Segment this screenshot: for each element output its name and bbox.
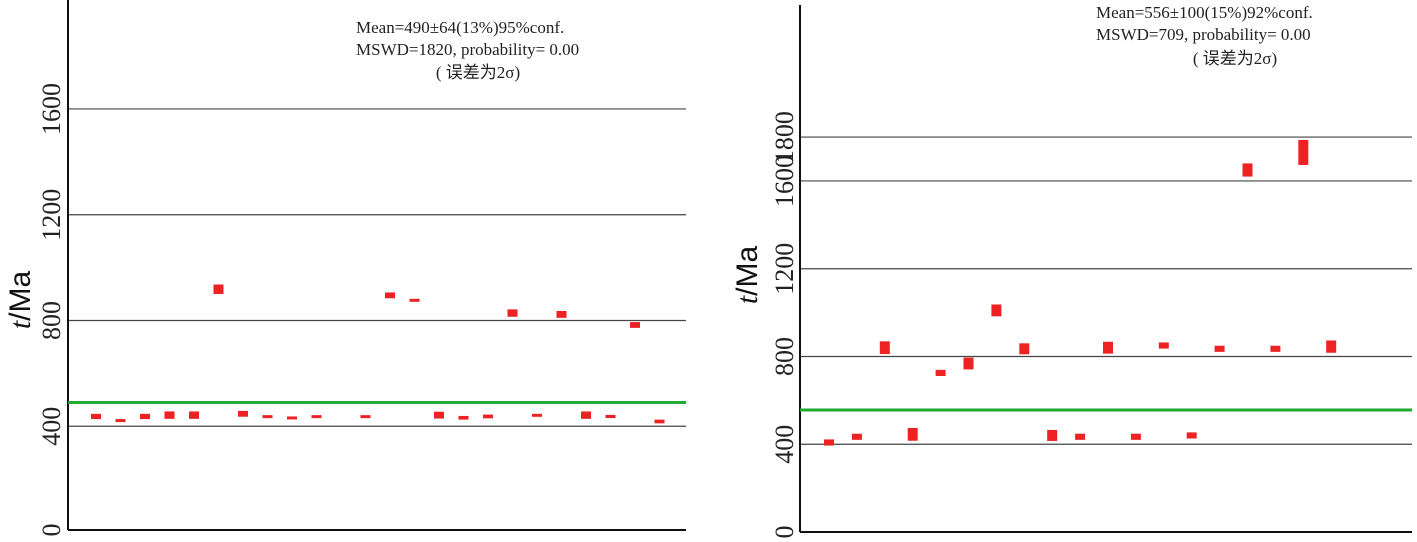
age-error-box	[140, 413, 150, 420]
stats-annotation-line: Mean=490±64(13%)95%conf.	[356, 18, 564, 37]
age-error-box	[935, 369, 946, 377]
y-tick-label: 1800	[770, 111, 799, 163]
age-error-box	[1130, 433, 1141, 440]
age-error-box	[115, 419, 126, 423]
age-error-box	[879, 341, 890, 355]
stats-annotation-line: MSWD=709, probability= 0.00	[1096, 25, 1311, 44]
age-error-box	[1103, 341, 1113, 354]
y-axis-label-symbol: t	[4, 320, 37, 329]
age-error-box	[1242, 163, 1253, 177]
y-axis-label-unit: /Ma	[731, 246, 764, 296]
y-tick-label: 400	[770, 425, 799, 464]
age-error-box	[581, 411, 591, 419]
age-error-box	[385, 292, 395, 299]
age-error-box	[1158, 342, 1169, 349]
stats-annotation-line: Mean=556±100(15%)92%conf.	[1096, 3, 1313, 22]
y-tick-label: 1200	[37, 189, 66, 241]
age-error-box	[262, 415, 273, 419]
y-tick-label: 1600	[37, 83, 66, 135]
age-error-box	[507, 309, 518, 317]
age-error-box	[483, 414, 493, 419]
stats-annotation-line: MSWD=1820, probability= 0.00	[356, 40, 579, 59]
age-error-box	[907, 428, 918, 441]
age-error-box	[851, 433, 862, 440]
age-error-box	[1075, 433, 1086, 440]
age-error-box	[654, 419, 665, 424]
age-error-box	[1298, 139, 1309, 165]
y-axis-label-symbol: t	[731, 295, 764, 304]
age-error-box	[458, 415, 469, 420]
y-tick-label: 400	[37, 407, 66, 446]
age-error-box	[532, 413, 542, 417]
y-tick-label: 0	[37, 524, 66, 537]
stats-annotation-line: ( 误差为2σ)	[1193, 49, 1277, 68]
age-error-box	[824, 439, 834, 446]
y-axis-label: t/Ma	[731, 246, 764, 305]
y-tick-label: 800	[37, 301, 66, 340]
age-error-box	[434, 411, 444, 419]
age-error-box	[164, 411, 175, 419]
age-error-box	[1047, 429, 1058, 441]
age-error-box	[1019, 343, 1030, 355]
age-error-box	[360, 415, 371, 419]
age-error-box	[311, 415, 322, 419]
y-axis-label: t/Ma	[4, 271, 37, 330]
age-error-box	[630, 322, 640, 328]
stats-annotation-line: ( 误差为2σ)	[436, 63, 520, 82]
y-tick-label: 1600	[770, 155, 799, 207]
age-error-box	[189, 411, 199, 419]
age-error-box	[556, 310, 567, 318]
age-error-box	[409, 298, 420, 302]
age-error-box	[287, 416, 297, 420]
age-error-box	[605, 414, 616, 419]
y-axis-label-unit: /Ma	[4, 271, 37, 321]
y-tick-label: 1200	[770, 243, 799, 295]
age-error-box	[963, 357, 974, 370]
age-error-box	[238, 410, 248, 417]
age-error-box	[213, 284, 224, 295]
left-chart-panel: 0 400 800 1200 1600 t/Ma Mean=490±64(13%)95%co…	[4, 0, 686, 537]
y-tick-label: 0	[770, 526, 799, 539]
age-error-box	[1326, 340, 1337, 353]
age-error-box	[91, 413, 101, 420]
age-error-box	[991, 304, 1002, 317]
y-tick-label: 800	[770, 337, 799, 376]
age-error-box	[1270, 345, 1281, 352]
age-error-box	[1186, 432, 1197, 439]
age-error-box	[1214, 345, 1225, 352]
